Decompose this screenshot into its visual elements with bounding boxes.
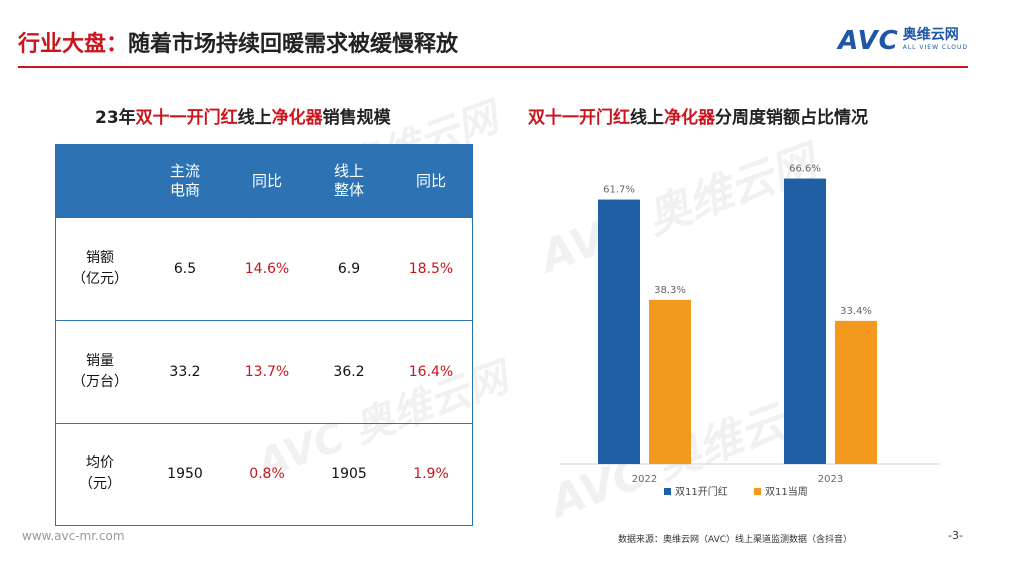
left-panel-title: 23年双十一开门红线上净化器销售规模 <box>95 108 391 128</box>
table-header-cell: 主流 电商 <box>144 145 226 218</box>
legend-label: 双11当周 <box>765 485 808 498</box>
value-cell: 1905 <box>308 422 390 525</box>
page-number: -3- <box>948 529 963 542</box>
data-source-note: 数据来源：奥维云网（AVC）线上渠道监测数据（含抖音） <box>618 535 853 545</box>
yoy-cell: 1.9% <box>390 422 472 525</box>
bar <box>649 299 691 464</box>
data-label: 66.6% <box>789 164 821 175</box>
value-cell: 33.2 <box>144 319 226 424</box>
weekly-share-bar-chart: 61.7% 38.3% 2022 66.6% 33.4% 2023 双11开门红 双11当周 <box>560 164 940 498</box>
yoy-cell: 18.5% <box>390 217 472 321</box>
row-label: 销量 （万台） <box>56 319 144 424</box>
yoy-cell: 16.4% <box>390 319 472 424</box>
x-tick-label: 2023 <box>818 474 843 485</box>
avc-logo: AVC 奥维云网 ALL VIEW CLOUD <box>838 26 968 56</box>
header-divider <box>18 66 968 68</box>
page-title-rest: 随着市场持续回暖需求被缓慢释放 <box>128 32 459 57</box>
logo-mark: AVC <box>838 26 899 56</box>
table-row: 均价 （元） 1950 0.8% 1905 1.9% <box>56 422 472 525</box>
data-label: 61.7% <box>603 185 635 196</box>
value-cell: 6.9 <box>308 217 390 321</box>
data-label: 38.3% <box>654 285 686 296</box>
value-cell: 6.5 <box>144 217 226 321</box>
footer-url: www.avc-mr.com <box>22 529 125 543</box>
table-row: 销额 （亿元） 6.5 14.6% 6.9 18.5% <box>56 217 472 321</box>
table-row: 销量 （万台） 33.2 13.7% 36.2 16.4% <box>56 319 472 424</box>
table-header-cell: 同比 <box>226 145 308 218</box>
sales-table: 主流 电商 同比 线上 整体 同比 销额 （亿元） 6.5 14.6% 6.9 18.5% 销量… <box>55 144 473 526</box>
data-label: 33.4% <box>840 306 872 317</box>
table-header-row: 主流 电商 同比 线上 整体 同比 <box>56 145 472 218</box>
legend-swatch <box>754 488 761 495</box>
yoy-cell: 0.8% <box>226 422 308 525</box>
bar <box>784 178 826 465</box>
yoy-cell: 14.6% <box>226 217 308 321</box>
page-title-prefix: 行业大盘： <box>18 32 129 57</box>
yoy-cell: 13.7% <box>226 319 308 424</box>
row-label: 销额 （亿元） <box>56 217 144 321</box>
legend-label: 双11开门红 <box>675 485 728 498</box>
x-tick-label: 2022 <box>632 474 657 485</box>
value-cell: 1950 <box>144 422 226 525</box>
bar <box>598 199 640 465</box>
bar <box>835 320 877 464</box>
value-cell: 36.2 <box>308 319 390 424</box>
legend-swatch <box>664 488 671 495</box>
table-header-cell: 线上 整体 <box>308 145 390 218</box>
logo-cn: 奥维云网 <box>902 27 959 43</box>
table-header-cell <box>56 145 144 218</box>
table-header-cell: 同比 <box>390 145 472 218</box>
right-panel-title: 双十一开门红线上净化器分周度销额占比情况 <box>528 108 868 128</box>
row-label: 均价 （元） <box>56 422 144 525</box>
page-title: 行业大盘：随着市场持续回暖需求被缓慢释放 <box>18 26 458 58</box>
logo-en: ALL VIEW CLOUD <box>902 44 968 51</box>
